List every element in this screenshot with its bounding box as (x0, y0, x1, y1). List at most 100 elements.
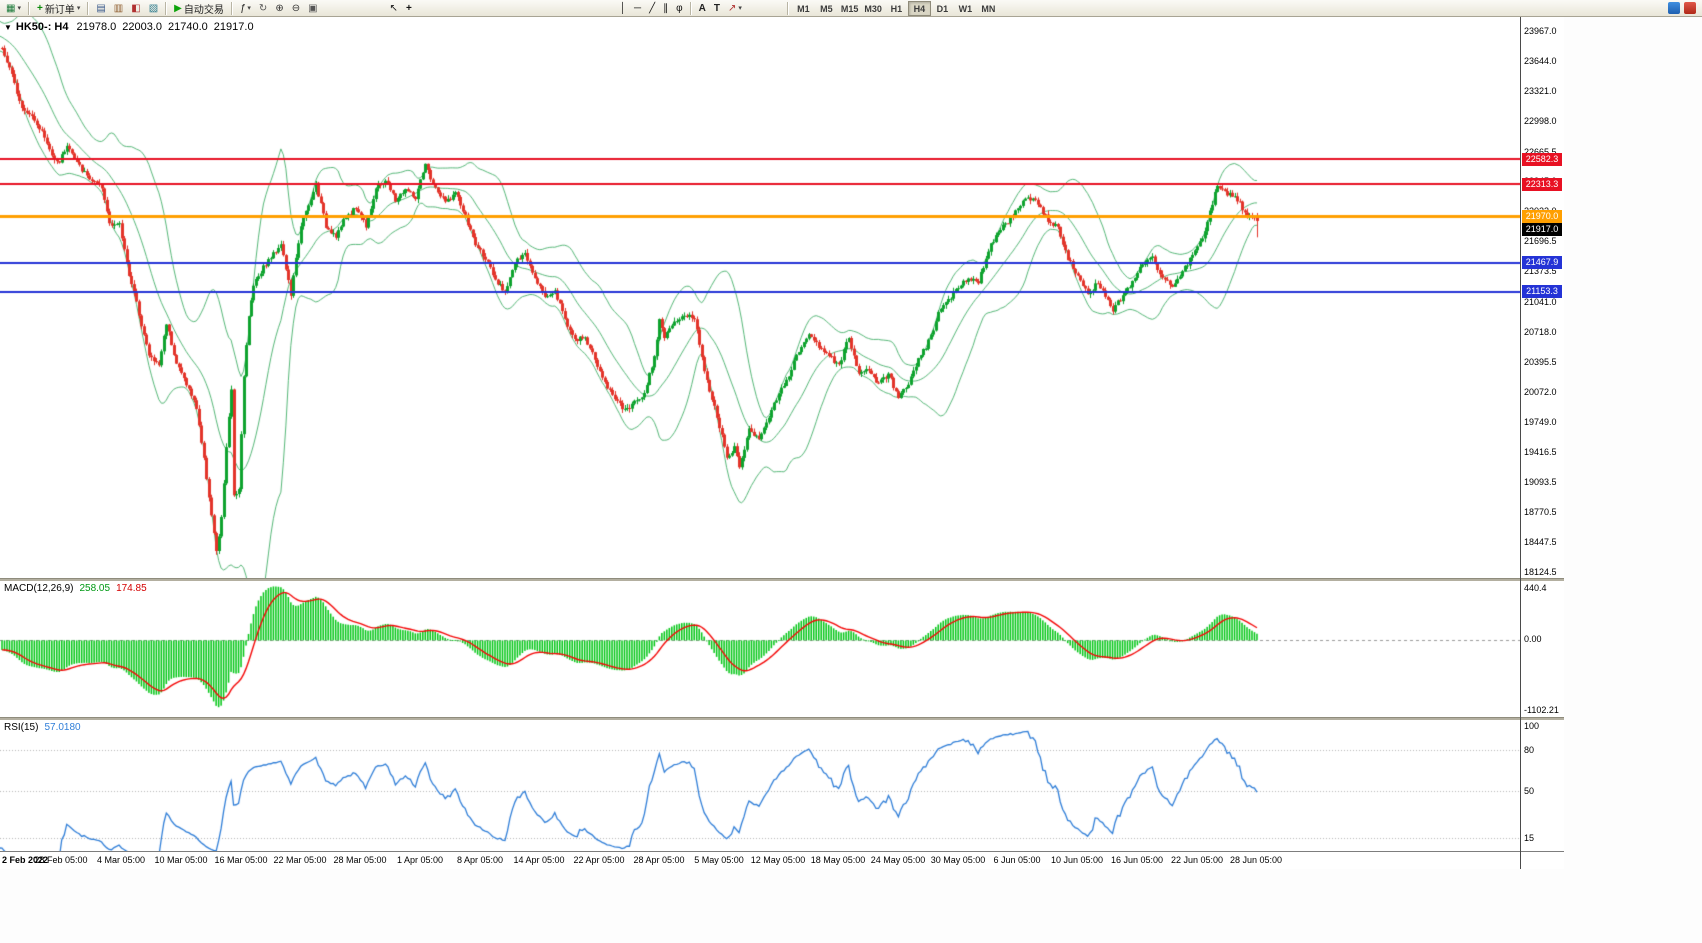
high-value: 22003.0 (122, 21, 163, 33)
horizontal-line-tool-button[interactable]: ─ (630, 1, 645, 16)
fibonacci-tool-button[interactable]: φ (672, 1, 686, 16)
chart-menu-icon[interactable]: ▼ (4, 23, 12, 32)
macd-panel: MACD(12,26,9) 258.05 174.85 440.4 0.00 -11… (0, 581, 1564, 717)
toolbar-separator (87, 1, 90, 15)
price-axis-tick: 22998.0 (1524, 116, 1557, 126)
channel-tool-button[interactable]: ∥ (659, 1, 672, 16)
new-order-button[interactable]: + 新订单 ▾ (33, 1, 84, 16)
tile-windows-icon: ▣ (308, 2, 318, 14)
chevron-down-icon: ▾ (17, 5, 21, 12)
new-order-icon: + (36, 2, 43, 14)
zoom-in-button[interactable]: ⊕ (271, 1, 287, 16)
label-tool-button[interactable]: T (710, 1, 724, 16)
time-axis-label: 10 Jun 05:00 (1050, 855, 1104, 865)
timeframe-button-m5[interactable]: M5 (815, 1, 838, 16)
tile-windows-button[interactable]: ▣ (304, 1, 321, 16)
chevron-down-icon: ▾ (247, 5, 251, 12)
chevron-down-icon: ▾ (76, 5, 81, 12)
macd-axis-max: 440.4 (1524, 583, 1547, 593)
price-axis-tick: 19749.0 (1524, 417, 1557, 427)
timeframe-button-mn[interactable]: MN (977, 1, 1000, 16)
toolbar-separator (689, 1, 692, 15)
toolbar: ▦ ▾ + 新订单 ▾ ▤ ▥ ◧ ▧ ▶ 自动交易 ƒ ▾ ↻ ⊕ ⊖ ▣ ↖… (0, 0, 1702, 17)
time-axis[interactable]: 2 Feb 2022 28 Feb 05:00 4 Mar 05:00 10 Mar … (0, 851, 1564, 869)
price-level-badge: 22313.3 (1522, 178, 1562, 191)
data-window-icon: ▥ (113, 2, 124, 14)
time-axis-label: 22 Jun 05:00 (1170, 855, 1224, 865)
timeframe-button-d1[interactable]: D1 (931, 1, 954, 16)
macd-canvas[interactable] (0, 581, 1520, 717)
price-axis-tick: 21373.5 (1524, 266, 1557, 276)
toolbar-separator (27, 1, 30, 15)
main-chart-panel: ▼ HK50-: H4 21978.0 22003.0 21740.0 21917.0 2… (0, 17, 1564, 578)
autotrading-button[interactable]: ▶ 自动交易 (170, 1, 228, 16)
bid-price-badge: 21917.0 (1522, 223, 1562, 236)
new-chart-icon: ▦ (6, 2, 16, 14)
search-icon[interactable] (1668, 2, 1680, 14)
price-axis-tick: 20072.0 (1524, 387, 1557, 397)
rsi-canvas[interactable] (0, 720, 1520, 851)
new-order-label: 新订单 (44, 4, 75, 16)
label-tool-icon: T (713, 2, 720, 14)
timeframe-button-h1[interactable]: H1 (885, 1, 908, 16)
indicators-icon: ƒ (239, 2, 246, 14)
cycles-button[interactable]: ↻ (255, 1, 271, 16)
time-axis-label: 12 May 05:00 (750, 855, 806, 865)
navigator-icon: ◧ (131, 2, 141, 14)
zoom-out-button[interactable]: ⊖ (288, 1, 304, 16)
arrow-tool-button[interactable]: ↗ ▾ (724, 1, 746, 16)
rsi-axis-label: 80 (1524, 745, 1535, 755)
time-axis-label: 10 Mar 05:00 (154, 855, 208, 865)
toolbar-spacer (746, 8, 784, 9)
toolbar-separator (165, 1, 168, 15)
new-chart-button[interactable]: ▦ ▾ (2, 1, 25, 16)
time-axis-label: 2 Feb 2022 (2, 855, 49, 865)
text-tool-icon: A (698, 2, 706, 14)
panel-splitter[interactable] (0, 717, 1564, 720)
terminal-icon: ▧ (148, 2, 159, 14)
time-axis-label: 8 Apr 05:00 (456, 855, 504, 865)
price-axis[interactable]: 23967.023644.023321.022998.022665.522345… (1520, 17, 1564, 578)
main-chart-canvas[interactable] (0, 17, 1520, 578)
symbol-timeframe-label: HK50-: H4 (15, 21, 69, 33)
trendline-icon: ╱ (649, 2, 656, 14)
timeframe-button-h4[interactable]: H4 (907, 0, 931, 16)
arrow-tool-icon: ↗ (727, 2, 737, 14)
indicators-button[interactable]: ƒ ▾ (236, 1, 255, 16)
macd-main-value: 258.05 (79, 583, 111, 594)
timeframe-toolbar: M1 M5 M15 M30 H1 H4 D1 W1 MN (792, 0, 1000, 16)
price-level-badge: 21970.0 (1522, 210, 1562, 223)
rsi-name: RSI(15) (4, 722, 39, 733)
timeframe-button-m15[interactable]: M15 (838, 1, 862, 16)
macd-signal-value: 174.85 (116, 583, 147, 594)
toolbar-spacer (416, 8, 616, 9)
terminal-button[interactable]: ▧ (145, 1, 162, 16)
market-watch-button[interactable]: ▤ (92, 1, 109, 16)
price-axis-tick: 18447.5 (1524, 537, 1557, 547)
timeframe-button-w1[interactable]: W1 (954, 1, 977, 16)
crosshair-tool-button[interactable]: + (402, 1, 416, 16)
cycles-icon: ↻ (258, 2, 268, 14)
trendline-tool-button[interactable]: ╱ (645, 1, 659, 16)
data-window-button[interactable]: ▥ (110, 1, 127, 16)
timeframe-button-m1[interactable]: M1 (792, 1, 815, 16)
time-axis-label: 1 Apr 05:00 (396, 855, 444, 865)
vertical-line-tool-button[interactable]: │ (616, 1, 630, 16)
text-tool-button[interactable]: A (695, 1, 710, 16)
panel-splitter[interactable] (0, 578, 1564, 581)
rsi-axis-label: 50 (1524, 786, 1535, 796)
timeframe-button-m30[interactable]: M30 (861, 1, 885, 16)
open-value: 21978.0 (76, 21, 117, 33)
vertical-line-icon: │ (619, 2, 627, 14)
price-axis-tick: 18770.5 (1524, 507, 1557, 517)
chevron-down-icon: ▾ (738, 5, 742, 12)
cursor-tool-button[interactable]: ↖ (386, 1, 402, 16)
time-axis-label: 28 Feb 05:00 (34, 855, 88, 865)
macd-axis-zero: 0.00 (1524, 634, 1542, 644)
toolbar-separator (230, 1, 233, 15)
notifications-icon[interactable] (1684, 2, 1696, 14)
autotrading-label: 自动交易 (183, 4, 224, 16)
navigator-button[interactable]: ◧ (127, 1, 144, 16)
channel-icon: ∥ (663, 2, 669, 14)
